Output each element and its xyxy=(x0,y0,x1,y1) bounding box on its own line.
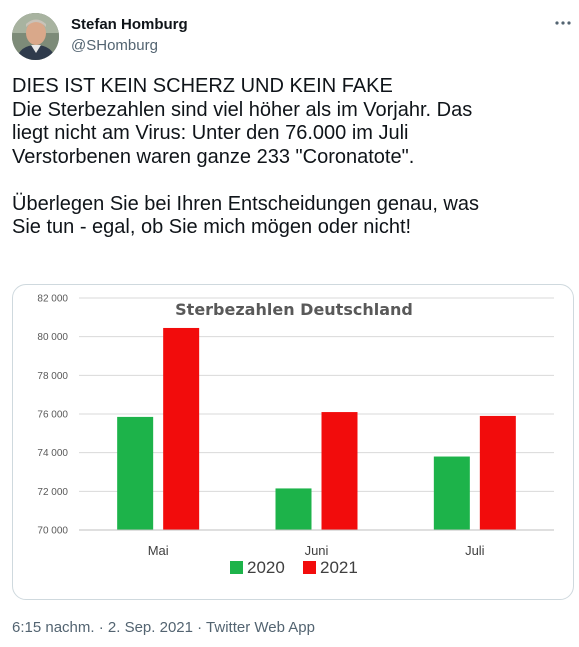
tweet-line: Verstorbenen waren ganze 233 "Coronatote… xyxy=(12,145,415,168)
tweet-source[interactable]: Twitter Web App xyxy=(206,619,315,636)
separator: · xyxy=(192,619,207,636)
paragraph-spacer xyxy=(12,169,567,193)
tweet-line: Die Sterbezahlen sind viel höher als im … xyxy=(12,98,473,121)
tweet-line: DIES IST KEIN SCHERZ UND KEIN FAKE xyxy=(12,75,393,97)
bar-2021-juni xyxy=(321,412,358,530)
separator: · xyxy=(94,619,108,636)
tweet-line: Überlegen Sie bei Ihren Entscheidungen g… xyxy=(12,192,479,215)
y-tick-label: 74 000 xyxy=(37,448,68,459)
avatar[interactable] xyxy=(12,13,59,60)
avatar-image xyxy=(12,13,59,60)
bar-2021-mai xyxy=(163,327,200,530)
legend-label-2020: 2020 xyxy=(247,558,285,577)
chart-title: Sterbezahlen Deutschland xyxy=(175,300,413,319)
bar-2020-juli xyxy=(433,456,470,530)
bar-chart: 70 000 72 000 74 000 76 000 78 000 80 000 82 0… xyxy=(37,294,554,577)
x-tick-label: Juni xyxy=(305,543,329,558)
more-icon xyxy=(555,21,571,25)
tweet-line: Sie tun - egal, ob Sie mich mögen oder n… xyxy=(12,216,412,238)
x-tick-label: Mai xyxy=(148,543,169,558)
legend-swatch-2021 xyxy=(303,561,316,574)
tweet-timestamp: 6:15 nachm. · 2. Sep. 2021 · Twitter Web… xyxy=(12,619,315,636)
tweet-time[interactable]: 6:15 nachm. xyxy=(12,619,95,636)
tweet-line: liegt nicht am Virus: Unter den 76.000 i… xyxy=(12,122,409,144)
y-tick-label: 72 000 xyxy=(37,487,68,498)
y-tick-label: 78 000 xyxy=(37,371,68,382)
author-handle[interactable]: @SHomburg xyxy=(71,37,158,54)
author-name[interactable]: Stefan Homburg xyxy=(71,16,188,33)
bar-2021-juli xyxy=(479,415,516,530)
tweet-text: DIES IST KEIN SCHERZ UND KEIN FAKE Die S… xyxy=(12,75,567,240)
tweet-media[interactable]: 70 000 72 000 74 000 76 000 78 000 80 000 82 0… xyxy=(12,284,574,600)
y-tick-label: 80 000 xyxy=(37,332,68,343)
x-tick-label: Juli xyxy=(465,543,485,558)
tweet-date[interactable]: 2. Sep. 2021 xyxy=(107,619,193,636)
more-options-button[interactable] xyxy=(552,12,574,34)
bar-2020-juni xyxy=(275,488,312,530)
legend-swatch-2020 xyxy=(230,561,243,574)
legend-label-2021: 2021 xyxy=(320,558,358,577)
y-tick-label: 82 000 xyxy=(37,294,68,305)
bar-2020-mai xyxy=(117,416,154,530)
y-tick-label: 70 000 xyxy=(37,526,68,537)
y-tick-label: 76 000 xyxy=(37,410,68,421)
